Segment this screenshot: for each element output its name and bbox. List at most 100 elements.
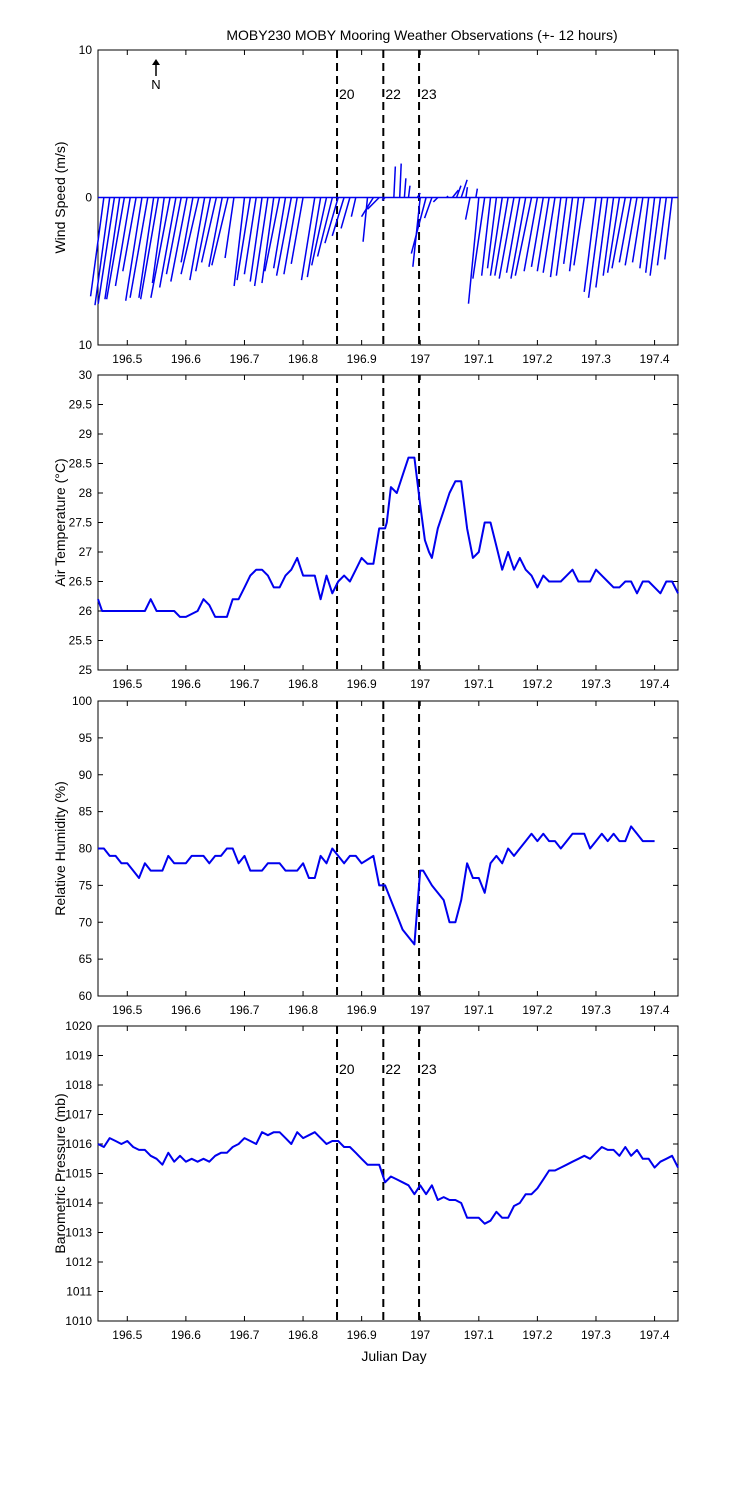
wind-vector [224,197,235,259]
wind-vector [362,197,369,242]
y-tick-label: 26.5 [69,575,93,589]
y-axis-label: Barometric Pressure (mb) [52,1093,68,1253]
x-tick-label: 196.7 [229,1328,259,1342]
wind-vector [306,197,322,278]
wind-vector [233,197,246,287]
x-tick-label: 196.9 [347,352,377,366]
wind-vector [416,192,421,198]
x-tick-label: 196.5 [112,352,142,366]
wind-vector [611,197,627,269]
wind-vector [122,197,137,272]
wind-vector [542,197,556,273]
x-tick-label: 197.1 [464,1003,494,1017]
wind-vector [340,197,351,229]
wind-vector [253,197,269,287]
wind-vector [236,197,252,281]
wind-vector [595,197,609,288]
wind-vector [208,197,223,267]
y-axis-label: Wind Speed (m/s) [52,141,68,253]
wind-vector [523,197,539,272]
wind-vector [300,197,316,281]
x-tick-label: 196.9 [347,677,377,691]
wind-vector [89,197,105,297]
y-tick-label: 25.5 [69,634,93,648]
x-tick-label: 196.7 [229,1003,259,1017]
x-tick-label: 196.6 [171,677,201,691]
x-tick-label: 197 [410,352,430,366]
y-tick-label: 28 [79,486,93,500]
wind-vector [124,197,143,301]
wind-vector [180,197,200,275]
wind-vector [562,197,574,264]
y-tick-label: 1016 [65,1137,92,1151]
wind-vector [587,197,603,298]
y-tick-label: 1018 [65,1078,92,1092]
wind-vector [624,197,638,266]
x-tick-label: 197.1 [464,677,494,691]
wind-vector [403,178,407,198]
x-tick-label: 196.6 [171,1003,201,1017]
wind-vector [283,197,298,275]
wind-vector [194,197,212,272]
y-tick-label: 1012 [65,1255,92,1269]
x-tick-label: 197.2 [522,1328,552,1342]
y-tick-label: 85 [79,805,93,819]
wind-vector [549,197,562,278]
y-tick-label: 10 [79,338,93,352]
x-tick-label: 196.8 [288,677,318,691]
x-tick-label: 197.3 [581,352,611,366]
wind-vector [264,197,281,272]
y-tick-label: 27.5 [69,516,93,530]
wind-vector [446,195,449,199]
wind-vector [150,197,171,298]
y-tick-label: 90 [79,768,93,782]
north-arrow-head [152,59,160,65]
x-tick-label: 197.3 [581,1003,611,1017]
wind-vector [467,197,480,304]
y-tick-label: 65 [79,952,93,966]
north-label: N [151,77,160,92]
x-tick-label: 196.5 [112,1003,142,1017]
sample-marker-label: 20 [339,86,355,102]
wind-vector [243,197,257,275]
x-tick-label: 197.2 [522,1003,552,1017]
y-tick-label: 29.5 [69,398,93,412]
y-tick-label: 100 [72,694,92,708]
x-tick-label: 196.7 [229,677,259,691]
x-tick-label: 197 [410,1328,430,1342]
y-tick-label: 1019 [65,1049,92,1063]
x-tick-label: 196.8 [288,1328,318,1342]
wind-vector [97,197,116,304]
wind-vector [360,197,374,218]
x-tick-label: 196.5 [112,1328,142,1342]
wind-vector [573,197,586,266]
wind-vector [170,197,188,282]
y-tick-label: 1015 [65,1167,92,1181]
wind-vector [316,197,334,257]
plot-frame-1 [97,374,679,671]
sample-marker-label: 20 [339,1061,355,1077]
x-tick-label: 197 [410,1003,430,1017]
wind-vector [393,166,397,198]
wind-vector [180,197,194,263]
y-tick-label: 70 [79,915,93,929]
y-tick-label: 26 [79,604,93,618]
x-tick-label: 197.3 [581,677,611,691]
x-tick-label: 196.8 [288,1003,318,1017]
wind-vector [460,179,468,198]
y-tick-label: 1010 [65,1314,92,1328]
x-axis-label: Julian Day [361,1348,426,1364]
sample-marker-label: 23 [421,86,437,102]
data-line [97,1131,679,1225]
wind-vector [480,197,492,276]
wind-vector [475,188,479,198]
wind-vector [514,197,533,276]
wind-vector [494,197,509,276]
wind-vector [451,189,459,198]
wind-vector [498,197,515,279]
wind-vector [407,185,411,198]
wind-vector [138,197,155,298]
wind-vector [455,185,462,198]
wind-vector [505,197,521,273]
